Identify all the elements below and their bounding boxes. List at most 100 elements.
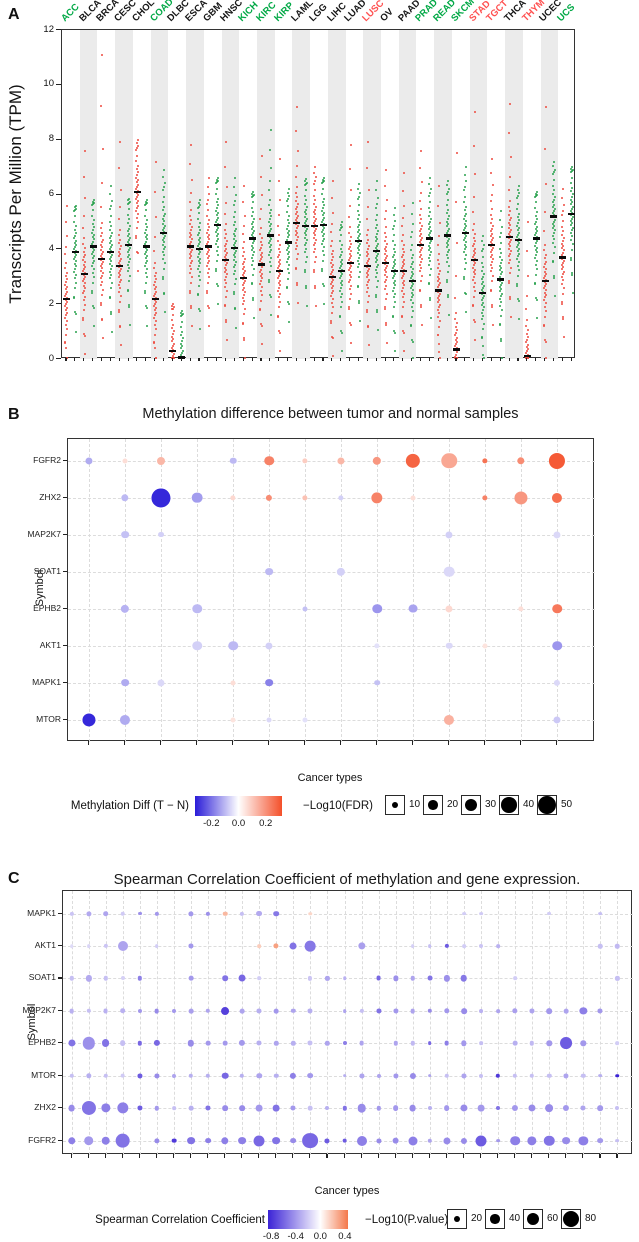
sample-dot <box>427 283 430 286</box>
sample-dot <box>367 257 370 260</box>
sample-dot <box>322 212 325 215</box>
sample-dot <box>74 267 77 270</box>
gene-label: MAP2K7 <box>22 1004 56 1015</box>
grid-line <box>449 439 450 742</box>
data-bubble <box>117 941 128 951</box>
sample-dot <box>154 314 157 317</box>
sample-dot <box>232 243 235 246</box>
grid-line <box>68 534 595 536</box>
sample-dot <box>339 289 342 292</box>
data-bubble <box>478 944 483 948</box>
sample-dot <box>74 312 77 315</box>
data-bubble <box>359 1008 364 1013</box>
sample-dot <box>508 241 511 244</box>
sample-dot <box>383 269 386 272</box>
sample-dot <box>367 287 370 290</box>
data-bubble <box>477 1104 485 1112</box>
sample-dot <box>232 204 235 206</box>
sample-dot <box>535 195 538 198</box>
data-bubble <box>460 1104 468 1112</box>
sample-dot <box>179 342 182 345</box>
sample-dot <box>517 195 520 197</box>
sample-dot <box>332 278 335 281</box>
data-bubble <box>86 910 92 917</box>
x-tick <box>241 1154 243 1158</box>
sample-dot <box>313 220 316 222</box>
sample-dot <box>206 231 209 234</box>
sample-dot <box>190 219 192 222</box>
data-bubble <box>188 910 194 917</box>
sample-dot <box>215 214 218 217</box>
size-legend-swatch <box>523 1209 543 1229</box>
sample-dot <box>525 352 528 355</box>
sample-dot <box>465 180 468 183</box>
sample-dot <box>65 320 68 323</box>
sample-dot <box>551 261 554 264</box>
sample-dot <box>170 335 173 338</box>
data-bubble <box>188 1008 194 1014</box>
sample-dot <box>155 300 158 303</box>
color-scale-tick-label: 0.4 <box>338 1231 352 1242</box>
x-tick <box>384 358 386 361</box>
sample-dot <box>128 323 131 326</box>
sample-dot <box>118 255 121 258</box>
sample-dot <box>384 267 387 270</box>
sample-dot <box>223 245 226 248</box>
sample-dot <box>217 254 220 257</box>
sample-dot <box>321 193 324 196</box>
sample-dot <box>189 257 191 260</box>
sample-dot <box>418 230 421 233</box>
sample-dot <box>385 276 388 278</box>
grid-line <box>463 891 465 1155</box>
sample-dot <box>411 296 414 299</box>
sample-dot <box>438 282 441 285</box>
sample-dot <box>392 256 395 259</box>
sample-dot <box>472 211 475 214</box>
sample-dot <box>534 244 537 247</box>
sample-dot <box>560 213 563 216</box>
sample-dot <box>491 253 494 256</box>
sample-dot <box>455 312 458 315</box>
sample-dot <box>366 248 369 251</box>
sample-dot <box>172 306 175 309</box>
sample-dot <box>243 214 246 217</box>
sample-dot <box>437 315 440 318</box>
sample-dot <box>348 239 351 242</box>
sample-dot <box>260 237 263 240</box>
sample-dot <box>137 221 140 224</box>
sample-dot <box>339 260 342 263</box>
sample-dot <box>507 280 510 283</box>
sample-dot <box>516 284 519 287</box>
sample-dot <box>137 193 140 196</box>
sample-dot <box>144 215 147 218</box>
sample-dot <box>436 244 439 247</box>
sample-dot <box>241 284 244 287</box>
sample-dot <box>155 357 158 360</box>
sample-dot <box>427 281 430 284</box>
data-bubble <box>290 1137 297 1144</box>
sample-dot <box>92 250 94 253</box>
sample-dot <box>313 215 316 218</box>
sample-dot <box>206 265 209 267</box>
sample-dot <box>571 226 574 229</box>
sample-dot <box>65 245 68 248</box>
sample-dot <box>429 225 432 228</box>
sample-dot <box>321 209 324 212</box>
sample-dot <box>251 192 253 195</box>
grid-line <box>413 439 414 742</box>
sample-dot <box>437 284 440 287</box>
sample-dot <box>516 258 519 261</box>
sample-dot <box>412 282 415 285</box>
sample-dot <box>392 214 395 217</box>
sample-dot <box>490 234 493 237</box>
sample-dot <box>190 226 193 229</box>
sample-dot <box>436 308 439 311</box>
sample-dot <box>331 298 334 301</box>
sample-dot <box>137 171 140 174</box>
sample-dot <box>571 193 574 196</box>
grid-line <box>68 645 595 647</box>
sample-dot <box>534 206 537 209</box>
sample-dot <box>419 303 422 306</box>
sample-dot <box>188 200 191 203</box>
sample-dot <box>295 129 298 132</box>
